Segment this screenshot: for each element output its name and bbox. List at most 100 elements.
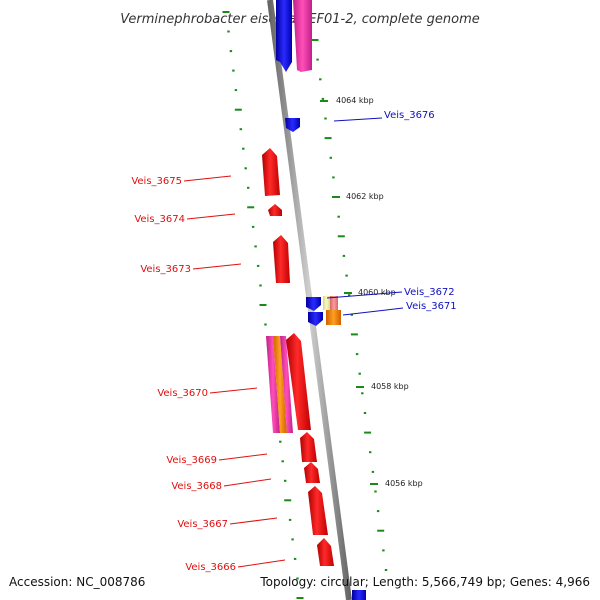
gene-veis-3670[interactable] — [286, 333, 311, 430]
leader-veis-3669 — [218, 453, 268, 461]
right-scale-dot — [329, 156, 332, 159]
left-scale-dot — [244, 167, 247, 170]
label-veis-3667[interactable]: Veis_3667 — [177, 519, 228, 530]
left-scale-dot — [251, 225, 255, 228]
left-scale-dot — [247, 206, 255, 209]
label-veis-3673[interactable]: Veis_3673 — [140, 264, 191, 275]
gene-labels: Veis_3676 Veis_3672 Veis_3671 Veis_3675 … — [131, 110, 456, 573]
right-scale-dot — [364, 431, 372, 434]
left-scale-dot — [284, 499, 292, 502]
right-scale-dot — [332, 176, 335, 179]
leader-veis-3676 — [333, 117, 383, 122]
gene-veis-3667[interactable] — [308, 486, 328, 535]
leader-veis-3671 — [342, 307, 404, 316]
label-veis-3676[interactable]: Veis_3676 — [384, 110, 435, 121]
label-veis-3666[interactable]: Veis_3666 — [185, 562, 236, 573]
gene-veis-3676[interactable] — [285, 118, 300, 132]
leader-veis-3674 — [186, 213, 236, 220]
gene-veis-3666[interactable] — [317, 538, 334, 566]
tick-label-4064: 4064 kbp — [336, 96, 374, 105]
gene-veis-3673[interactable] — [273, 235, 290, 283]
tick-label-4058: 4058 kbp — [371, 382, 409, 391]
left-scale-dot — [296, 597, 304, 599]
gene-veis-3670-orange[interactable] — [273, 336, 287, 433]
gene-veis-3675[interactable] — [262, 148, 280, 196]
leader-veis-3675 — [183, 175, 232, 182]
gene-top-pink[interactable] — [293, 0, 312, 72]
right-scale-dot — [377, 529, 385, 532]
left-scale-dot — [259, 304, 267, 306]
right-scale-dot — [363, 412, 367, 414]
right-scale-dot — [342, 254, 346, 257]
right-scale-dot — [350, 313, 353, 316]
gene-bottom-blue[interactable] — [352, 590, 366, 600]
right-scale-dot — [337, 215, 340, 218]
right-scale-dot — [358, 372, 361, 375]
gene-veis-3672-a[interactable] — [306, 297, 321, 311]
gene-top-blue[interactable] — [276, 0, 292, 72]
gene-veis-3671-b[interactable] — [326, 310, 341, 325]
left-scale-dot — [256, 264, 260, 267]
leader-veis-3670 — [209, 387, 258, 394]
label-veis-3675[interactable]: Veis_3675 — [131, 176, 182, 187]
tick-label-4060: 4060 kbp — [358, 288, 396, 297]
left-scale-dot — [259, 284, 262, 287]
gene-veis-3669[interactable] — [300, 432, 317, 462]
label-veis-3668[interactable]: Veis_3668 — [171, 481, 222, 492]
left-scale-dot — [293, 557, 297, 560]
right-scale-dot — [316, 58, 319, 61]
dots-right — [311, 39, 388, 571]
footer-summary: Topology: circular; Length: 5,566,749 bp… — [259, 575, 590, 589]
label-veis-3674[interactable]: Veis_3674 — [134, 214, 185, 225]
label-veis-3671[interactable]: Veis_3671 — [406, 301, 457, 312]
leader-veis-3673 — [192, 263, 242, 270]
right-scale-dot — [371, 470, 375, 473]
footer-accession: Accession: NC_008786 — [9, 575, 145, 589]
leader-veis-3672 — [326, 291, 403, 299]
right-scale-dot — [355, 353, 359, 356]
left-scale-dot — [232, 69, 235, 72]
left-scale-dot — [222, 11, 230, 13]
leader-veis-3667 — [229, 517, 278, 525]
right-scale-dot — [337, 235, 345, 238]
right-scale-dot — [382, 549, 385, 552]
left-scale-dot — [291, 538, 294, 541]
tick-label-4056: 4056 kbp — [385, 479, 423, 488]
right-scale-dot — [376, 510, 380, 513]
right-scale-dot — [324, 137, 332, 140]
gene-veis-3670-pink-2[interactable] — [280, 336, 293, 433]
left-scale-dot — [279, 440, 282, 443]
tick-label-4062: 4062 kbp — [346, 192, 384, 201]
right-scale-dot — [345, 274, 348, 277]
gene-veis-3671-a[interactable] — [308, 312, 323, 326]
left-scale-dot — [296, 577, 299, 580]
right-scale-dot — [311, 39, 319, 41]
left-scale-dot — [239, 128, 242, 131]
gene-veis-3672-c[interactable] — [330, 296, 338, 310]
right-scale-dot — [350, 333, 358, 336]
left-scale-dot — [234, 108, 242, 111]
right-scale-dot — [319, 78, 322, 81]
right-scale-dot — [369, 451, 372, 454]
leader-veis-3668 — [223, 478, 272, 487]
right-scale-dot — [348, 294, 351, 297]
gene-veis-3668[interactable] — [304, 462, 320, 483]
gene-veis-3674[interactable] — [268, 204, 282, 216]
left-scale-dot — [288, 518, 292, 521]
gene-veis-3670-pink[interactable] — [266, 336, 280, 433]
label-veis-3669[interactable]: Veis_3669 — [166, 455, 217, 466]
left-scale-dot — [254, 245, 257, 248]
label-veis-3672[interactable]: Veis_3672 — [404, 287, 455, 298]
left-scale-dot — [229, 50, 233, 53]
right-scale-dot — [321, 97, 325, 100]
gene-veis-3672-b[interactable] — [323, 296, 330, 310]
leader-lines — [183, 117, 404, 568]
right-scale-dot — [374, 490, 377, 493]
leader-veis-3666 — [237, 559, 286, 568]
left-scale-dot — [234, 89, 238, 92]
left-scale-dot — [281, 460, 284, 463]
left-scale-dot — [284, 479, 287, 482]
left-scale-dot — [242, 147, 245, 150]
label-veis-3670[interactable]: Veis_3670 — [157, 388, 208, 399]
